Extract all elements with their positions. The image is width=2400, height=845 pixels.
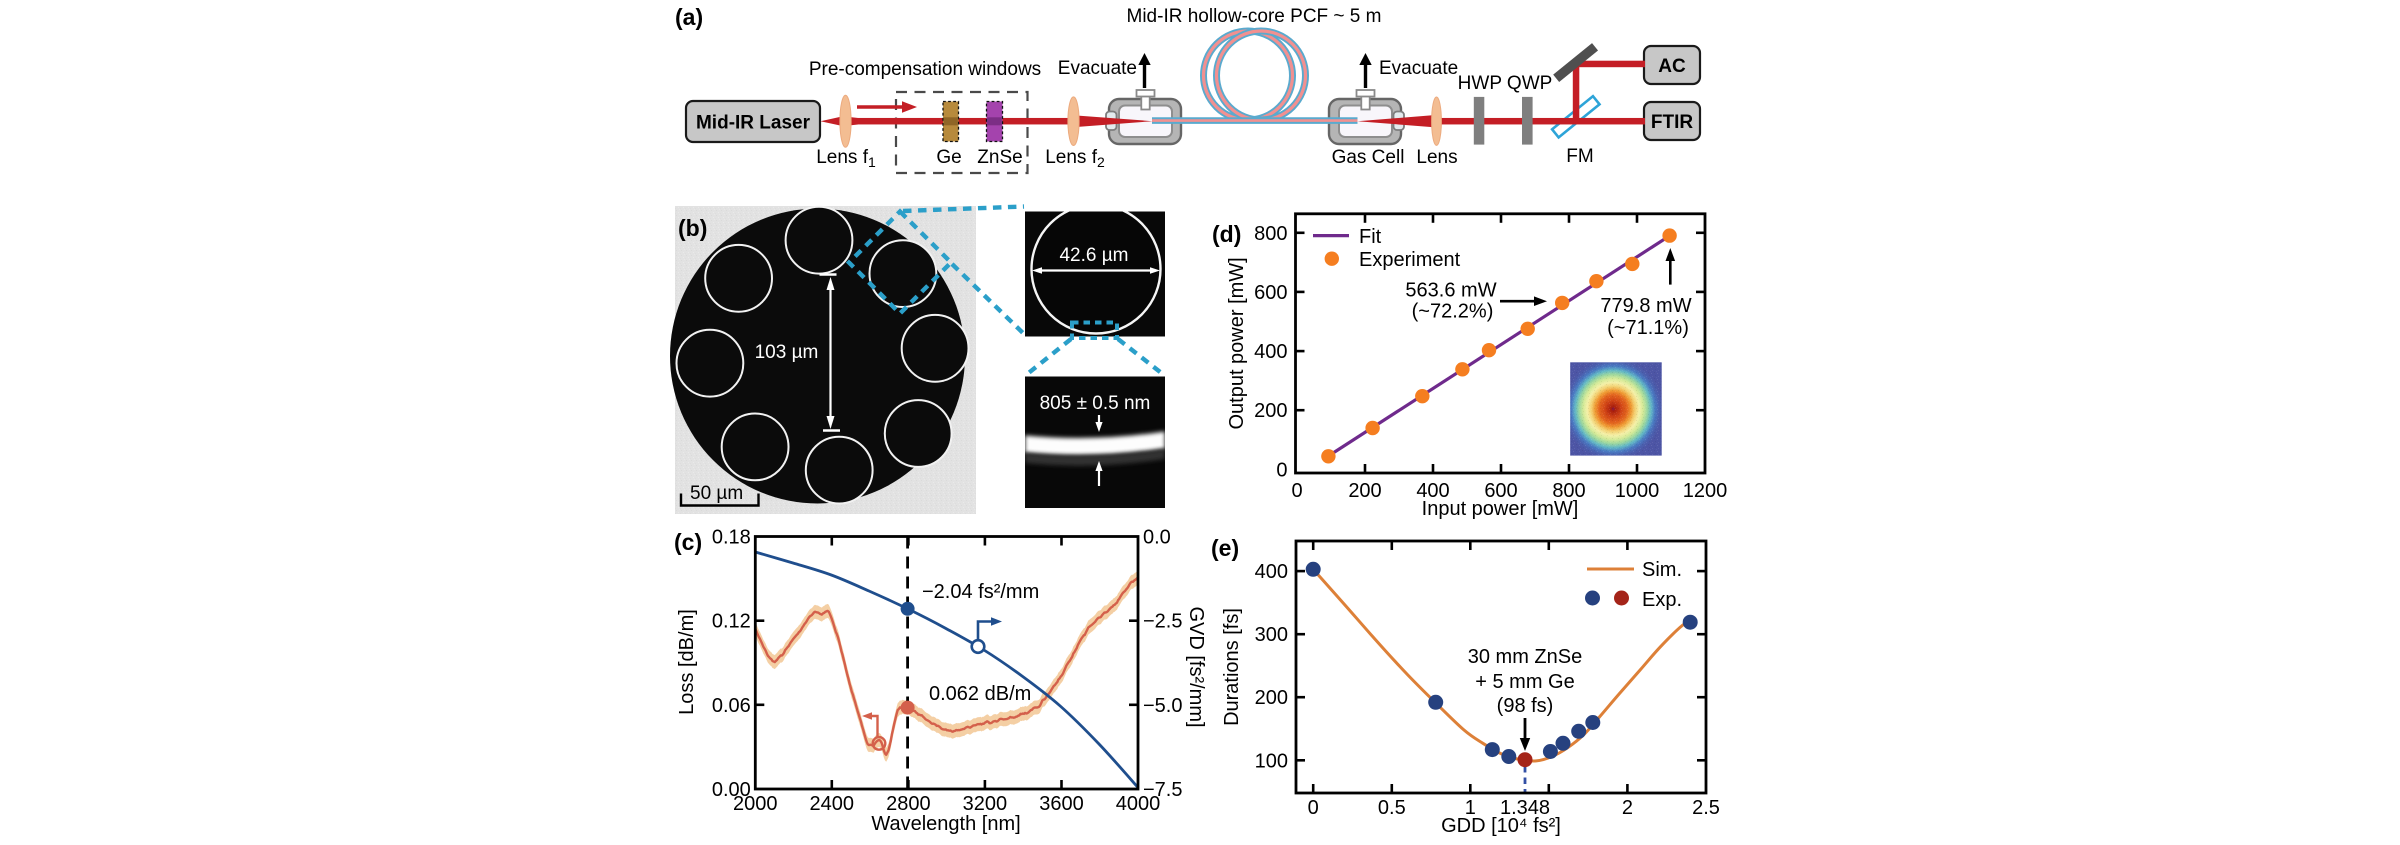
svg-text:Mid-IR hollow-core PCF ~ 5 m: Mid-IR hollow-core PCF ~ 5 m: [1127, 6, 1382, 27]
svg-text:2000: 2000: [733, 793, 778, 815]
svg-text:Ge: Ge: [936, 147, 961, 168]
svg-text:(d): (d): [1212, 221, 1241, 247]
svg-text:(e): (e): [1211, 535, 1239, 561]
svg-text:Lens f1: Lens f1: [816, 147, 876, 170]
svg-text:800: 800: [1254, 223, 1287, 245]
svg-text:600: 600: [1484, 480, 1517, 502]
svg-text:Mid-IR Laser: Mid-IR Laser: [696, 113, 811, 134]
svg-text:2400: 2400: [810, 793, 855, 815]
svg-text:Durations [fs]: Durations [fs]: [1221, 608, 1243, 726]
svg-text:0: 0: [1308, 797, 1319, 819]
svg-text:Sim.: Sim.: [1642, 559, 1682, 581]
svg-text:(~71.1%): (~71.1%): [1607, 317, 1689, 339]
svg-text:1: 1: [1465, 797, 1476, 819]
svg-text:3200: 3200: [963, 793, 1008, 815]
svg-text:0: 0: [1291, 480, 1302, 502]
svg-text:805 ± 0.5 nm: 805 ± 0.5 nm: [1040, 393, 1151, 414]
svg-text:200: 200: [1255, 687, 1288, 709]
svg-text:0.06: 0.06: [712, 695, 751, 717]
svg-text:103 µm: 103 µm: [755, 342, 819, 363]
svg-text:(a): (a): [675, 4, 703, 30]
svg-text:1200: 1200: [1683, 480, 1728, 502]
svg-text:GDD [10⁴ fs²]: GDD [10⁴ fs²]: [1441, 815, 1561, 837]
svg-text:Loss [dB/m]: Loss [dB/m]: [676, 609, 698, 715]
svg-text:2800: 2800: [886, 793, 931, 815]
svg-text:GVD [fs²/mm]: GVD [fs²/mm]: [1185, 606, 1207, 727]
svg-text:563.6 mW: 563.6 mW: [1405, 280, 1496, 302]
svg-text:100: 100: [1255, 750, 1288, 772]
svg-text:HWP QWP: HWP QWP: [1458, 73, 1553, 94]
svg-text:−7.5: −7.5: [1143, 779, 1182, 801]
svg-text:30 mm ZnSe: 30 mm ZnSe: [1468, 646, 1582, 668]
svg-text:400: 400: [1254, 341, 1287, 363]
svg-text:−2.04 fs²/mm: −2.04 fs²/mm: [922, 581, 1039, 603]
svg-text:ZnSe: ZnSe: [977, 147, 1022, 168]
svg-text:0.18: 0.18: [712, 527, 751, 549]
svg-text:FTIR: FTIR: [1651, 112, 1693, 133]
svg-text:2.5: 2.5: [1692, 797, 1720, 819]
svg-text:0.5: 0.5: [1378, 797, 1406, 819]
svg-text:400: 400: [1255, 561, 1288, 583]
svg-text:0.12: 0.12: [712, 611, 751, 633]
svg-text:−5.0: −5.0: [1143, 695, 1182, 717]
svg-text:779.8 mW: 779.8 mW: [1600, 295, 1691, 317]
svg-text:−2.5: −2.5: [1143, 611, 1182, 633]
svg-text:AC: AC: [1658, 56, 1686, 77]
svg-text:Evacuate: Evacuate: [1379, 58, 1458, 79]
svg-text:42.6 µm: 42.6 µm: [1059, 245, 1128, 266]
svg-text:0.00: 0.00: [712, 779, 751, 801]
svg-text:+ 5 mm Ge: + 5 mm Ge: [1475, 671, 1574, 693]
svg-text:600: 600: [1254, 282, 1287, 304]
svg-text:Pre-compensation windows: Pre-compensation windows: [809, 59, 1041, 80]
svg-text:Evacuate: Evacuate: [1058, 58, 1137, 79]
svg-text:300: 300: [1255, 624, 1288, 646]
svg-text:Lens f2: Lens f2: [1045, 147, 1105, 170]
svg-text:FM: FM: [1566, 146, 1593, 167]
svg-text:(98 fs): (98 fs): [1497, 695, 1554, 717]
svg-text:3600: 3600: [1039, 793, 1084, 815]
svg-text:(~72.2%): (~72.2%): [1412, 301, 1494, 323]
svg-text:1.348: 1.348: [1500, 797, 1550, 819]
svg-text:200: 200: [1254, 400, 1287, 422]
svg-text:0: 0: [1276, 459, 1287, 481]
svg-text:0.0: 0.0: [1143, 527, 1171, 549]
svg-text:800: 800: [1552, 480, 1585, 502]
svg-text:Fit: Fit: [1359, 226, 1382, 248]
svg-text:50 µm: 50 µm: [690, 483, 743, 504]
svg-text:200: 200: [1348, 480, 1381, 502]
svg-text:4000: 4000: [1116, 793, 1161, 815]
svg-text:(b): (b): [678, 215, 707, 241]
svg-text:Output power [mW]: Output power [mW]: [1226, 257, 1248, 429]
svg-text:Experiment: Experiment: [1359, 249, 1461, 271]
svg-text:1000: 1000: [1615, 480, 1660, 502]
svg-text:0.062 dB/m: 0.062 dB/m: [929, 683, 1031, 705]
svg-text:400: 400: [1416, 480, 1449, 502]
svg-text:Gas Cell: Gas Cell: [1332, 147, 1405, 168]
svg-text:Wavelength [nm]: Wavelength [nm]: [871, 813, 1020, 835]
svg-text:Exp.: Exp.: [1642, 589, 1682, 611]
svg-text:Input power [mW]: Input power [mW]: [1422, 498, 1579, 520]
svg-text:Lens: Lens: [1416, 147, 1457, 168]
svg-text:(c): (c): [674, 529, 702, 555]
svg-text:2: 2: [1622, 797, 1633, 819]
